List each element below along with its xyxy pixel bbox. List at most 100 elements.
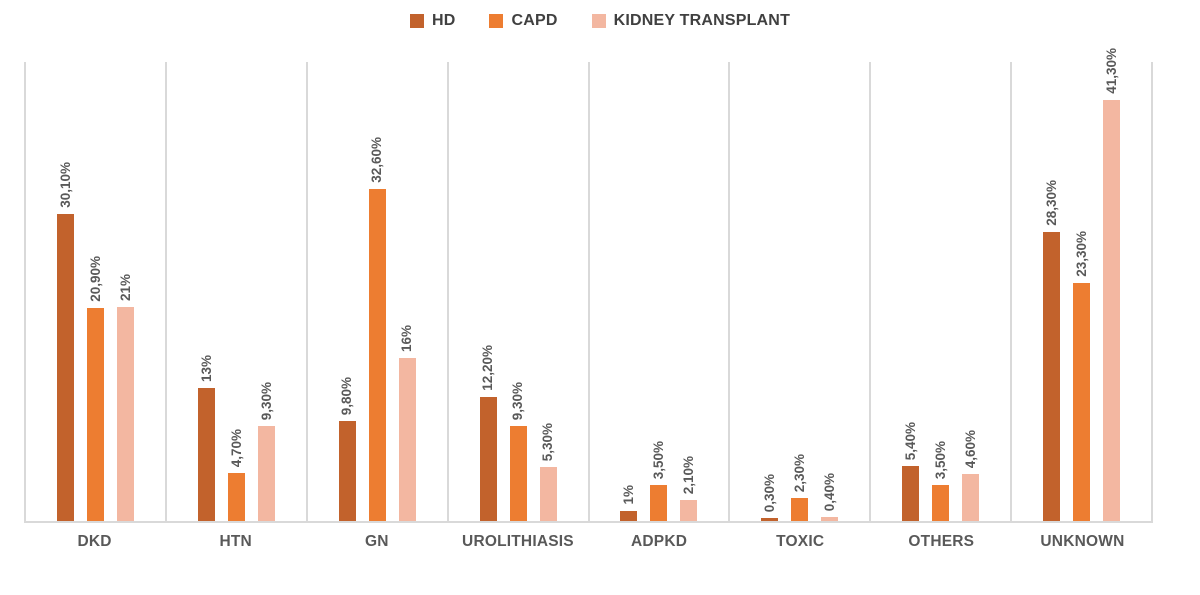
legend-swatch-icon xyxy=(409,14,424,28)
bar-column: 5,30% xyxy=(539,422,557,521)
category-group-htn: 13% 4,70% 9,30% xyxy=(167,62,308,521)
legend-label: KIDNEY TRANSPLANT xyxy=(613,12,791,29)
bar-column: 5,40% xyxy=(902,421,920,521)
bar-column: 0,40% xyxy=(821,472,839,521)
bar-kidney-transplant-htn xyxy=(257,426,275,521)
category-group-toxic: 0,30% 2,30% 0,40% xyxy=(730,62,872,521)
bar-column: 3,50% xyxy=(650,440,668,521)
category-label-dkd: DKD xyxy=(77,533,112,550)
bar-column: 0,30% xyxy=(761,473,779,521)
category-group-dkd: 30,10% 20,90% 21% xyxy=(26,62,167,521)
category-group-urolithiasis: 12,20% 9,30% 5,30% xyxy=(449,62,590,521)
bar-column: 9,30% xyxy=(257,381,275,521)
category-group-adpkd: 1% 3,50% 2,10% xyxy=(590,62,731,521)
data-label: 12,20% xyxy=(480,345,496,391)
legend-label: CAPD xyxy=(511,12,558,29)
bar-hd-htn xyxy=(197,388,215,521)
data-label: 13% xyxy=(198,354,214,382)
bar-capd-dkd xyxy=(86,308,104,521)
category-group-others: 5,40% 3,50% 4,60% xyxy=(871,62,1013,521)
data-label: 23,30% xyxy=(1073,231,1089,277)
bar-column: 32,60% xyxy=(368,137,386,521)
plot-area: 30,10% 20,90% 21% 13% 4,70% 9,30% 9,80% 32,60% 1… xyxy=(24,48,1153,523)
category-label-toxic: TOXIC xyxy=(776,533,825,550)
data-label: 20,90% xyxy=(87,256,103,302)
bar-column: 23,30% xyxy=(1073,231,1091,521)
bar-hd-gn xyxy=(338,421,356,521)
bar-kidney-transplant-unknown xyxy=(1103,100,1121,521)
legend: HD CAPD KIDNEY TRANSPLANT xyxy=(0,12,1200,30)
category-group-gn: 9,80% 32,60% 16% xyxy=(308,62,449,521)
bar-capd-urolithiasis xyxy=(509,426,527,521)
data-label: 1% xyxy=(621,485,637,505)
bar-hd-unknown xyxy=(1043,232,1061,521)
bar-capd-adpkd xyxy=(650,485,668,521)
data-label: 0,40% xyxy=(822,472,838,511)
bar-hd-urolithiasis xyxy=(479,397,497,521)
data-label: 30,10% xyxy=(57,162,73,208)
bar-column: 2,30% xyxy=(791,453,809,521)
bar-column: 30,10% xyxy=(56,162,74,521)
data-label: 5,30% xyxy=(540,422,556,461)
bar-column: 9,80% xyxy=(338,376,356,521)
data-label: 21% xyxy=(117,273,133,301)
category-group-unknown: 28,30% 23,30% 41,30% xyxy=(1012,48,1153,521)
bar-column: 13% xyxy=(197,354,215,521)
category-label-htn: HTN xyxy=(219,533,252,550)
data-label: 3,50% xyxy=(932,440,948,479)
data-label: 41,30% xyxy=(1103,48,1119,94)
bar-column: 21% xyxy=(116,273,134,521)
bar-column: 28,30% xyxy=(1043,180,1061,521)
bar-hd-toxic xyxy=(761,518,779,521)
bar-hd-adpkd xyxy=(620,511,638,521)
data-label: 2,10% xyxy=(681,455,697,494)
bar-kidney-transplant-urolithiasis xyxy=(539,467,557,521)
category-label-gn: GN xyxy=(364,533,389,550)
bar-column: 2,10% xyxy=(680,455,698,521)
bar-capd-unknown xyxy=(1073,283,1091,521)
legend-item-kidney-transplant: KIDNEY TRANSPLANT xyxy=(591,12,791,30)
data-label: 28,30% xyxy=(1043,180,1059,226)
legend-item-capd: CAPD xyxy=(489,12,557,30)
bar-column: 41,30% xyxy=(1103,48,1121,521)
bar-kidney-transplant-gn xyxy=(398,358,416,521)
bar-capd-toxic xyxy=(791,498,809,521)
data-label: 2,30% xyxy=(792,453,808,492)
bar-kidney-transplant-others xyxy=(962,474,980,521)
data-label: 9,30% xyxy=(510,381,526,420)
bar-capd-htn xyxy=(227,473,245,521)
data-label: 9,80% xyxy=(339,376,355,415)
bar-column: 9,30% xyxy=(509,381,527,521)
bar-column: 4,60% xyxy=(962,429,980,521)
data-label: 32,60% xyxy=(369,137,385,183)
category-label-urolithiasis: UROLITHIASIS xyxy=(462,533,574,550)
data-label: 9,30% xyxy=(258,381,274,420)
bar-column: 1% xyxy=(620,485,638,521)
data-label: 4,70% xyxy=(228,428,244,467)
bar-column: 3,50% xyxy=(932,440,950,521)
bar-kidney-transplant-adpkd xyxy=(680,500,698,521)
bar-kidney-transplant-toxic xyxy=(821,517,839,521)
data-label: 16% xyxy=(399,324,415,352)
bar-column: 20,90% xyxy=(86,256,104,521)
legend-swatch-icon xyxy=(591,14,606,28)
data-label: 5,40% xyxy=(902,421,918,460)
bar-hd-others xyxy=(902,466,920,521)
category-label-unknown: UNKNOWN xyxy=(1040,533,1125,550)
category-axis: DKD HTN GN UROLITHIASIS ADPKD TOXIC OTHERS UNKN… xyxy=(24,533,1153,551)
bar-column: 16% xyxy=(398,324,416,521)
data-label: 4,60% xyxy=(962,429,978,468)
bar-column: 12,20% xyxy=(479,345,497,521)
bar-column: 4,70% xyxy=(227,428,245,521)
category-label-others: OTHERS xyxy=(908,533,975,550)
bar-capd-others xyxy=(932,485,950,521)
bar-hd-dkd xyxy=(56,214,74,521)
category-label-adpkd: ADPKD xyxy=(631,533,688,550)
data-label: 0,30% xyxy=(762,473,778,512)
bar-capd-gn xyxy=(368,189,386,521)
legend-label: HD xyxy=(431,12,456,29)
data-label: 3,50% xyxy=(651,440,667,479)
bar-kidney-transplant-dkd xyxy=(116,307,134,521)
legend-item-hd: HD xyxy=(409,12,456,30)
